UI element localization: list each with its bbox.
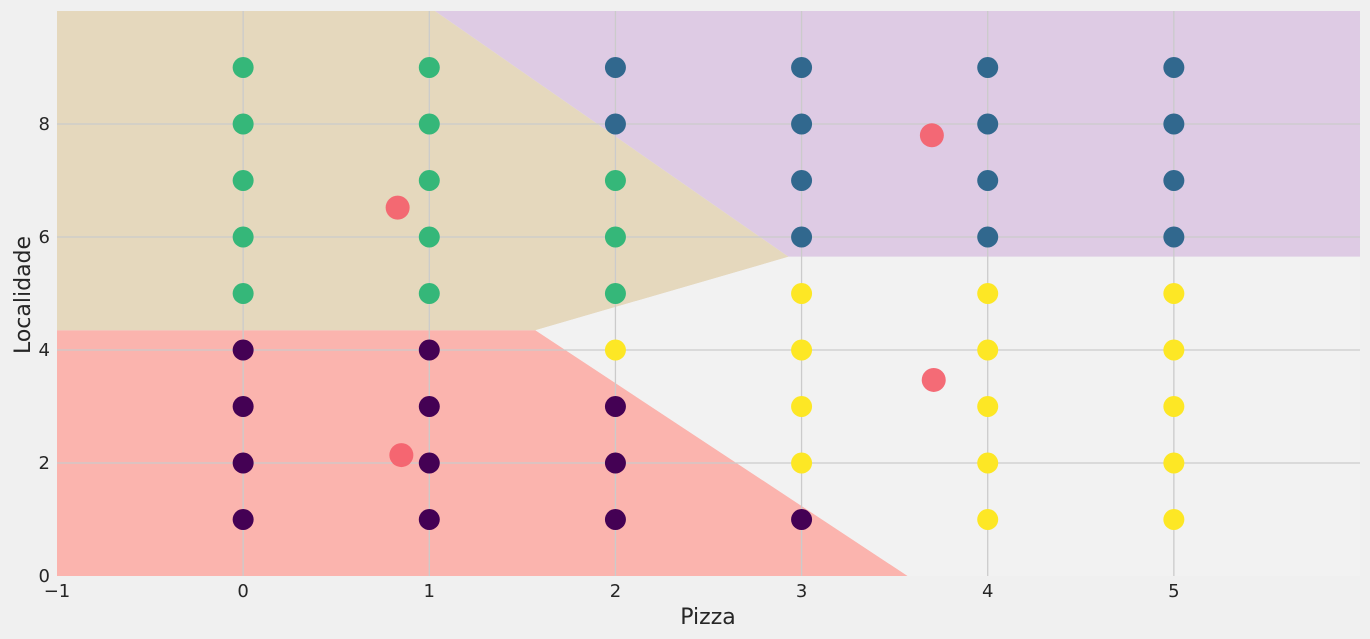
point-cluster-2 [418,170,440,191]
x-tick-label: 5 [1168,581,1179,602]
point-cluster-0 [232,509,254,530]
x-tick-label: 2 [610,581,621,602]
point-cluster-2 [232,113,254,135]
x-tick-label: 4 [982,581,993,602]
x-tick-label: 3 [796,581,807,602]
point-cluster-3 [977,339,999,361]
point-cluster-3 [604,339,626,361]
point-cluster-0 [604,396,626,417]
x-axis-ticks: −1 0 1 2 3 4 5 [44,581,1180,602]
point-cluster-0 [418,396,440,417]
point-cluster-0 [232,452,254,474]
point-cluster-3 [791,283,813,304]
point-cluster-1 [791,226,813,248]
decision-regions [57,11,1360,576]
region-cluster-0 [57,330,908,576]
point-cluster-2 [418,226,440,248]
point-cluster-3 [1163,509,1185,530]
point-cluster-3 [1163,339,1185,361]
point-cluster-1 [1163,226,1185,248]
point-cluster-3 [1163,452,1185,474]
point-cluster-1 [977,57,999,78]
point-cluster-2 [418,113,440,135]
point-cluster-1 [1163,113,1185,135]
y-axis-label: Localidade [11,236,36,354]
point-cluster-1 [791,170,813,191]
point-cluster-0 [232,396,254,417]
point-cluster-1 [1163,57,1185,78]
grid-lines [57,11,1360,576]
point-cluster-3 [791,396,813,417]
point-cluster-1 [604,113,626,135]
point-cluster-0 [604,509,626,530]
point-cluster-2 [232,57,254,78]
region-cluster-1 [434,11,1360,257]
point-cluster-3 [1163,283,1185,304]
point-cluster-1 [977,113,999,135]
point-cluster-2 [604,170,626,191]
x-tick-label: −1 [44,581,71,602]
point-cluster-2 [604,226,626,248]
point-cluster-3 [977,396,999,417]
point-cluster-0 [791,509,813,530]
region-cluster-3 [535,256,1360,576]
point-cluster-1 [791,57,813,78]
point-cluster-1 [977,170,999,191]
point-cluster-3 [977,509,999,530]
data-points [232,57,1185,530]
point-cluster-3 [791,452,813,474]
centroid-point [389,443,414,468]
y-tick-label: 0 [39,566,50,587]
point-cluster-2 [418,57,440,78]
x-axis-label: Pizza [680,605,735,630]
centroid-point [921,367,946,392]
point-cluster-2 [232,170,254,191]
point-cluster-2 [418,283,440,304]
point-cluster-1 [791,113,813,135]
point-cluster-0 [232,339,254,361]
point-cluster-3 [977,452,999,474]
point-cluster-3 [977,283,999,304]
centroid-point [385,195,410,220]
point-cluster-1 [1163,170,1185,191]
x-tick-label: 0 [237,581,248,602]
point-cluster-1 [977,226,999,248]
y-tick-label: 4 [39,340,50,361]
point-cluster-2 [604,283,626,304]
point-cluster-0 [418,339,440,361]
point-cluster-3 [791,339,813,361]
point-cluster-2 [232,226,254,248]
point-cluster-0 [418,452,440,474]
region-cluster-2 [57,11,789,331]
point-cluster-0 [604,452,626,474]
centroid-point [919,123,944,148]
y-tick-label: 8 [39,114,50,135]
point-cluster-0 [418,509,440,530]
y-axis-ticks: 0 2 4 6 8 [39,114,50,587]
point-cluster-2 [232,283,254,304]
point-cluster-3 [1163,396,1185,417]
x-tick-label: 1 [424,581,435,602]
y-tick-label: 6 [39,227,50,248]
point-cluster-1 [604,57,626,78]
y-tick-label: 2 [39,453,50,474]
centroids [385,123,946,468]
